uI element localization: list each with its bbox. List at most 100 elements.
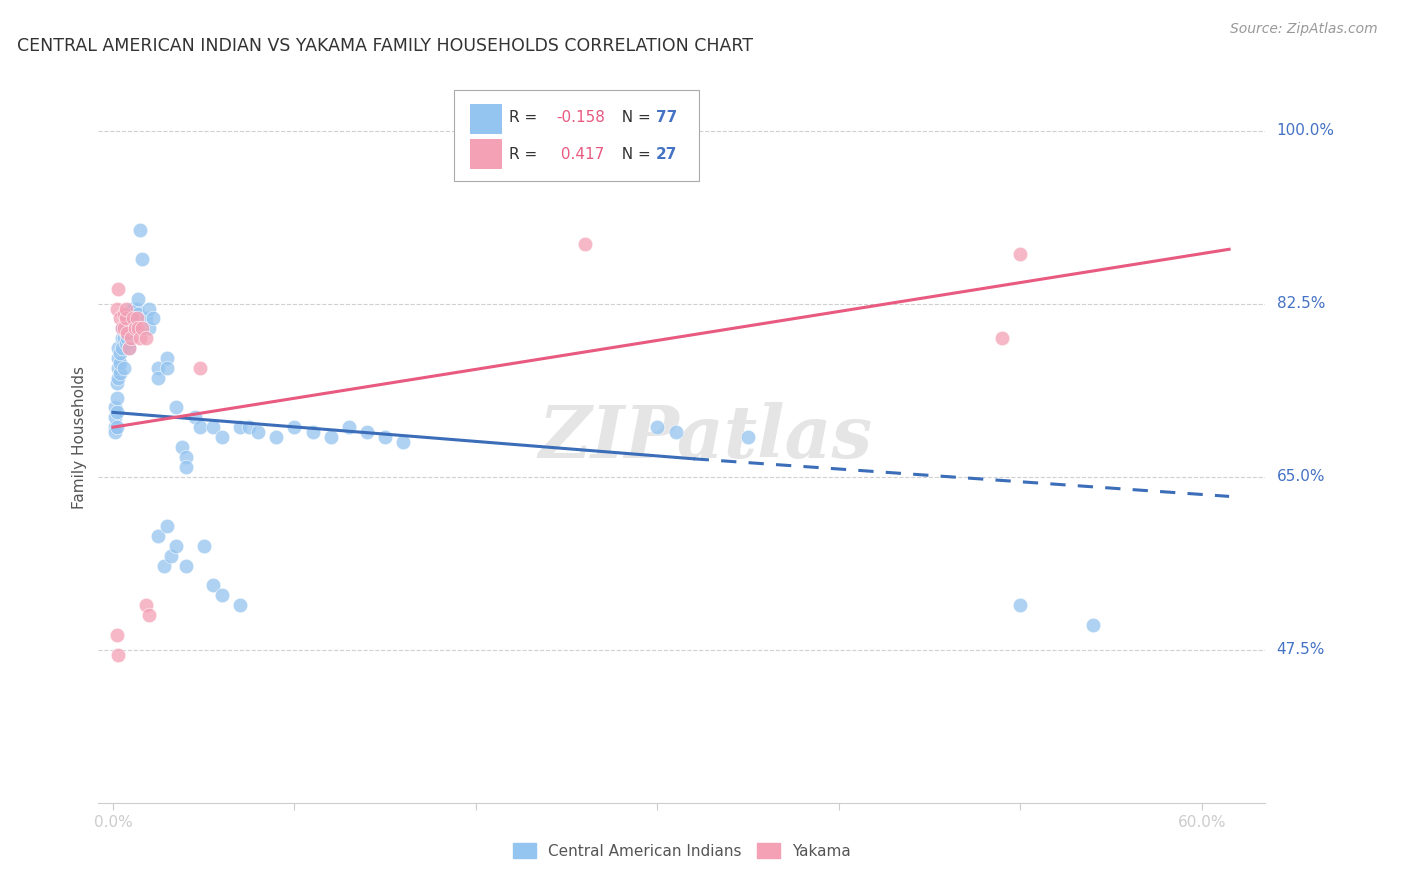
Point bbox=[211, 430, 233, 444]
Point bbox=[108, 311, 131, 326]
Point bbox=[238, 420, 260, 434]
Point bbox=[991, 331, 1014, 345]
Text: 82.5%: 82.5% bbox=[1277, 296, 1324, 311]
Point bbox=[229, 420, 252, 434]
Text: Source: ZipAtlas.com: Source: ZipAtlas.com bbox=[1230, 22, 1378, 37]
Point bbox=[574, 237, 596, 252]
Point bbox=[160, 549, 183, 563]
Point bbox=[166, 539, 188, 553]
Point bbox=[112, 321, 135, 335]
Text: 100.0%: 100.0% bbox=[1277, 123, 1334, 138]
Point bbox=[112, 331, 135, 345]
Point bbox=[319, 430, 342, 444]
Point bbox=[105, 405, 128, 419]
Point bbox=[337, 420, 360, 434]
Point bbox=[111, 341, 134, 355]
Point bbox=[127, 321, 149, 335]
Point bbox=[142, 311, 165, 326]
Point bbox=[112, 360, 135, 375]
Point bbox=[301, 425, 323, 439]
Point bbox=[201, 578, 224, 592]
Point bbox=[247, 425, 270, 439]
Point bbox=[138, 321, 160, 335]
Point bbox=[114, 336, 136, 351]
Point bbox=[105, 420, 128, 434]
Y-axis label: Family Households: Family Households bbox=[72, 366, 87, 508]
Point bbox=[156, 519, 179, 533]
Point bbox=[374, 430, 396, 444]
Point bbox=[117, 331, 139, 345]
Text: 77: 77 bbox=[657, 110, 678, 125]
Point bbox=[107, 341, 129, 355]
Point bbox=[174, 558, 197, 573]
Point bbox=[117, 311, 139, 326]
Point bbox=[107, 282, 129, 296]
Text: 0.417: 0.417 bbox=[555, 146, 605, 161]
Point bbox=[120, 331, 142, 345]
Point bbox=[114, 326, 136, 341]
Point bbox=[283, 420, 305, 434]
Point bbox=[148, 371, 170, 385]
Point bbox=[131, 321, 153, 335]
Point bbox=[664, 425, 686, 439]
Point bbox=[356, 425, 378, 439]
Point bbox=[118, 341, 141, 355]
FancyBboxPatch shape bbox=[454, 90, 699, 181]
Point bbox=[120, 301, 142, 316]
Point bbox=[117, 326, 139, 341]
Point bbox=[105, 628, 128, 642]
Point bbox=[183, 410, 205, 425]
Legend: Central American Indians, Yakama: Central American Indians, Yakama bbox=[508, 837, 856, 864]
Point bbox=[152, 558, 174, 573]
Point bbox=[392, 435, 415, 450]
Point bbox=[135, 311, 157, 326]
Point bbox=[114, 301, 136, 316]
FancyBboxPatch shape bbox=[470, 139, 502, 169]
Point bbox=[108, 346, 131, 360]
Point bbox=[105, 391, 128, 405]
Text: 27: 27 bbox=[657, 146, 678, 161]
Point bbox=[647, 420, 669, 434]
Point bbox=[737, 430, 759, 444]
Point bbox=[104, 401, 127, 415]
Point bbox=[104, 425, 127, 439]
Point bbox=[266, 430, 288, 444]
Text: -0.158: -0.158 bbox=[555, 110, 605, 125]
Point bbox=[148, 529, 170, 543]
Point bbox=[114, 321, 136, 335]
Point bbox=[129, 222, 152, 236]
Point bbox=[118, 341, 141, 355]
Point bbox=[120, 321, 142, 335]
Point bbox=[108, 356, 131, 370]
Point bbox=[148, 360, 170, 375]
Point bbox=[124, 321, 146, 335]
Point bbox=[124, 311, 146, 326]
Point bbox=[118, 321, 141, 335]
Text: 65.0%: 65.0% bbox=[1277, 469, 1324, 484]
Point bbox=[193, 539, 215, 553]
Point bbox=[166, 401, 188, 415]
Point bbox=[229, 598, 252, 612]
Point bbox=[135, 331, 157, 345]
Point bbox=[138, 607, 160, 622]
Point bbox=[156, 351, 179, 365]
Point bbox=[107, 648, 129, 662]
Point bbox=[125, 301, 148, 316]
Point bbox=[188, 360, 211, 375]
Point bbox=[211, 588, 233, 602]
Point bbox=[124, 321, 146, 335]
Point bbox=[107, 360, 129, 375]
Point bbox=[107, 371, 129, 385]
Point bbox=[131, 252, 153, 267]
Point bbox=[174, 450, 197, 464]
Point bbox=[111, 321, 134, 335]
Point bbox=[114, 311, 136, 326]
Point bbox=[129, 331, 152, 345]
Point bbox=[1010, 247, 1032, 261]
Point bbox=[1081, 618, 1104, 632]
Text: N =: N = bbox=[612, 110, 655, 125]
Text: N =: N = bbox=[612, 146, 655, 161]
Point bbox=[1010, 598, 1032, 612]
Point bbox=[125, 311, 148, 326]
Point bbox=[108, 366, 131, 380]
